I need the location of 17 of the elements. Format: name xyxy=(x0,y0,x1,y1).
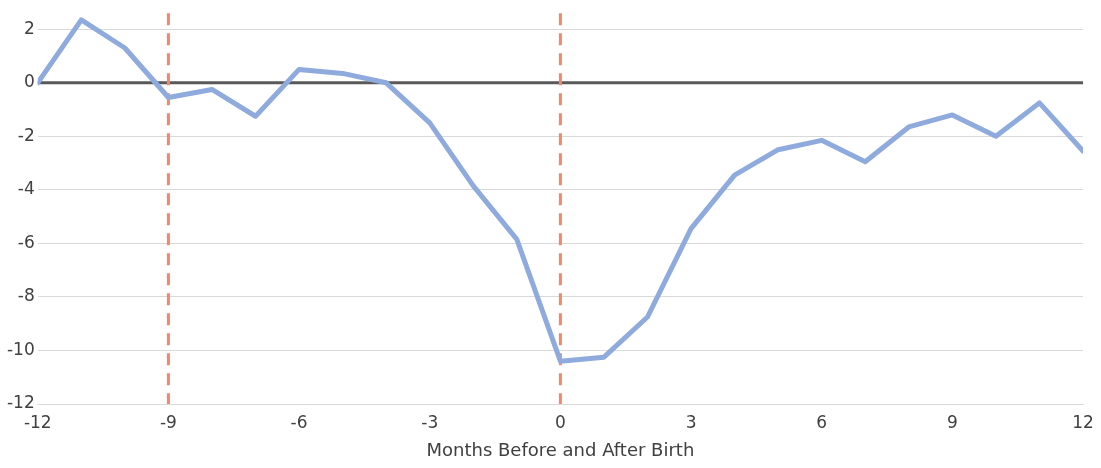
y-tick-label: -2 xyxy=(17,124,35,145)
x-tick-label: 3 xyxy=(685,411,697,432)
x-tick-label: -6 xyxy=(290,411,308,432)
y-tick-label: -12 xyxy=(6,392,35,413)
y-tick-label: -4 xyxy=(17,178,35,199)
x-tick-label: 12 xyxy=(1072,411,1094,432)
x-tick-label: 6 xyxy=(816,411,828,432)
x-tick-label: 9 xyxy=(946,411,958,432)
x-tick-label: -3 xyxy=(421,411,439,432)
x-tick-label: 0 xyxy=(554,411,566,432)
x-axis-title: Months Before and After Birth xyxy=(426,438,695,460)
y-tick-label: -6 xyxy=(17,231,35,252)
y-tick-label: 2 xyxy=(23,17,35,38)
y-tick-label: -8 xyxy=(17,285,35,306)
x-tick-label: -9 xyxy=(159,411,177,432)
y-tick-label: -10 xyxy=(6,338,35,359)
y-tick-label: 0 xyxy=(23,71,35,92)
